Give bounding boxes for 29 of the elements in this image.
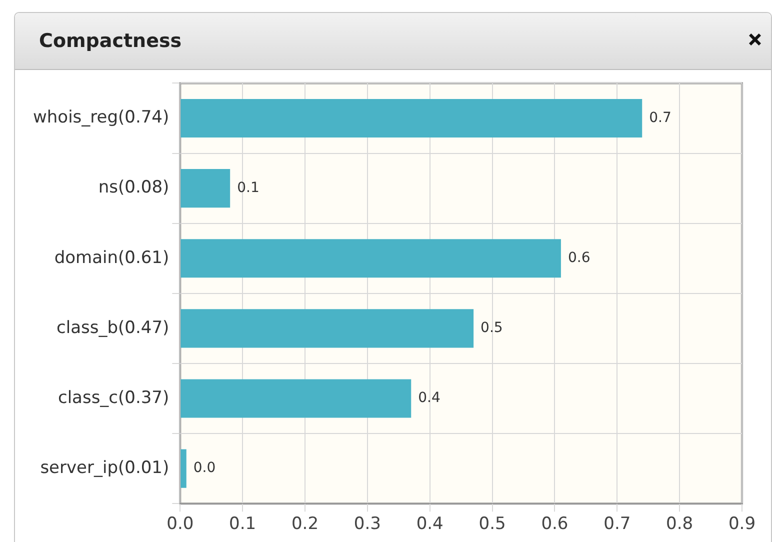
bar xyxy=(180,449,186,488)
data-label: 0.6 xyxy=(568,250,590,266)
y-tick-label: domain(0.61) xyxy=(54,248,170,268)
bar xyxy=(180,169,230,208)
data-label: 0.1 xyxy=(237,180,260,196)
y-tick-label: whois_reg(0.74) xyxy=(32,108,170,128)
y-tick-label: class_c(0.37) xyxy=(58,388,170,408)
bar xyxy=(180,98,642,138)
data-label: 0.7 xyxy=(649,110,672,126)
y-tick-label: server_ip(0.01) xyxy=(40,458,170,478)
x-tick-label: 0.8 xyxy=(666,514,694,534)
bar xyxy=(180,239,561,278)
y-tick-label: ns(0.08) xyxy=(98,178,170,198)
data-label: 0.0 xyxy=(193,460,216,476)
bar xyxy=(180,379,412,418)
y-tick-label: class_b(0.47) xyxy=(56,318,170,338)
x-tick-label: 0.0 xyxy=(166,514,194,534)
data-label: 0.5 xyxy=(480,320,503,336)
x-tick-label: 0.9 xyxy=(728,514,756,534)
bar xyxy=(180,309,474,348)
x-tick-label: 0.1 xyxy=(229,514,256,534)
x-tick-label: 0.3 xyxy=(354,514,381,534)
data-label: 0.4 xyxy=(418,390,440,406)
chart-title: Compactness xyxy=(39,30,182,52)
x-tick-label: 0.4 xyxy=(416,514,444,534)
x-tick-label: 0.6 xyxy=(541,514,568,534)
x-tick-label: 0.7 xyxy=(604,514,631,534)
x-tick-label: 0.5 xyxy=(478,514,506,534)
x-tick-label: 0.2 xyxy=(291,514,319,534)
